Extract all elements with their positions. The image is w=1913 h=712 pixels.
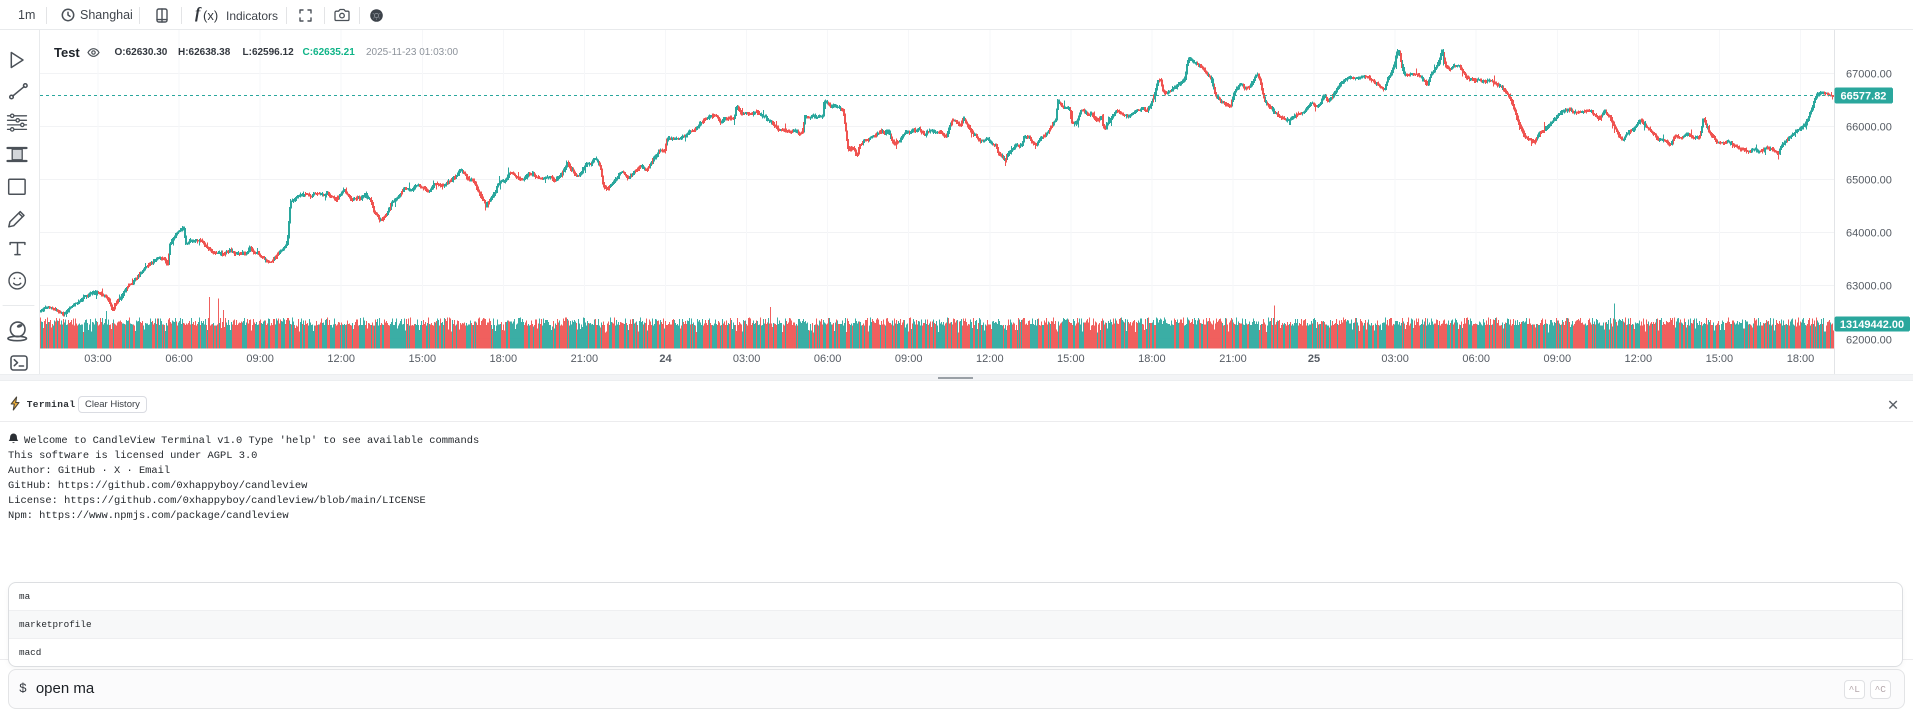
svg-text:64000.00: 64000.00 xyxy=(1846,227,1892,239)
svg-text:13149442.00: 13149442.00 xyxy=(1840,319,1904,331)
svg-text:65000.00: 65000.00 xyxy=(1846,174,1892,186)
svg-text:12:00: 12:00 xyxy=(1625,353,1653,365)
svg-text:63000.00: 63000.00 xyxy=(1846,280,1892,292)
svg-text:06:00: 06:00 xyxy=(165,353,193,365)
svg-text:03:00: 03:00 xyxy=(84,353,112,365)
svg-text:18:00: 18:00 xyxy=(490,353,518,365)
svg-text:67000.00: 67000.00 xyxy=(1846,68,1892,80)
svg-text:12:00: 12:00 xyxy=(327,353,355,365)
svg-text:06:00: 06:00 xyxy=(1462,353,1490,365)
svg-text:12:00: 12:00 xyxy=(976,353,1004,365)
svg-text:24: 24 xyxy=(659,353,672,365)
svg-text:21:00: 21:00 xyxy=(571,353,599,365)
svg-text:66000.00: 66000.00 xyxy=(1846,121,1892,133)
svg-text:25: 25 xyxy=(1308,353,1320,365)
svg-text:62000.00: 62000.00 xyxy=(1846,334,1892,346)
svg-text:03:00: 03:00 xyxy=(733,353,761,365)
svg-text:15:00: 15:00 xyxy=(1706,353,1734,365)
svg-text:09:00: 09:00 xyxy=(246,353,274,365)
svg-text:03:00: 03:00 xyxy=(1381,353,1409,365)
svg-text:15:00: 15:00 xyxy=(409,353,437,365)
svg-text:18:00: 18:00 xyxy=(1787,353,1815,365)
svg-text:15:00: 15:00 xyxy=(1057,353,1085,365)
svg-text:09:00: 09:00 xyxy=(1544,353,1572,365)
svg-text:21:00: 21:00 xyxy=(1219,353,1247,365)
svg-text:06:00: 06:00 xyxy=(814,353,842,365)
svg-text:09:00: 09:00 xyxy=(895,353,923,365)
svg-text:66577.82: 66577.82 xyxy=(1841,91,1887,103)
svg-text:18:00: 18:00 xyxy=(1138,353,1166,365)
